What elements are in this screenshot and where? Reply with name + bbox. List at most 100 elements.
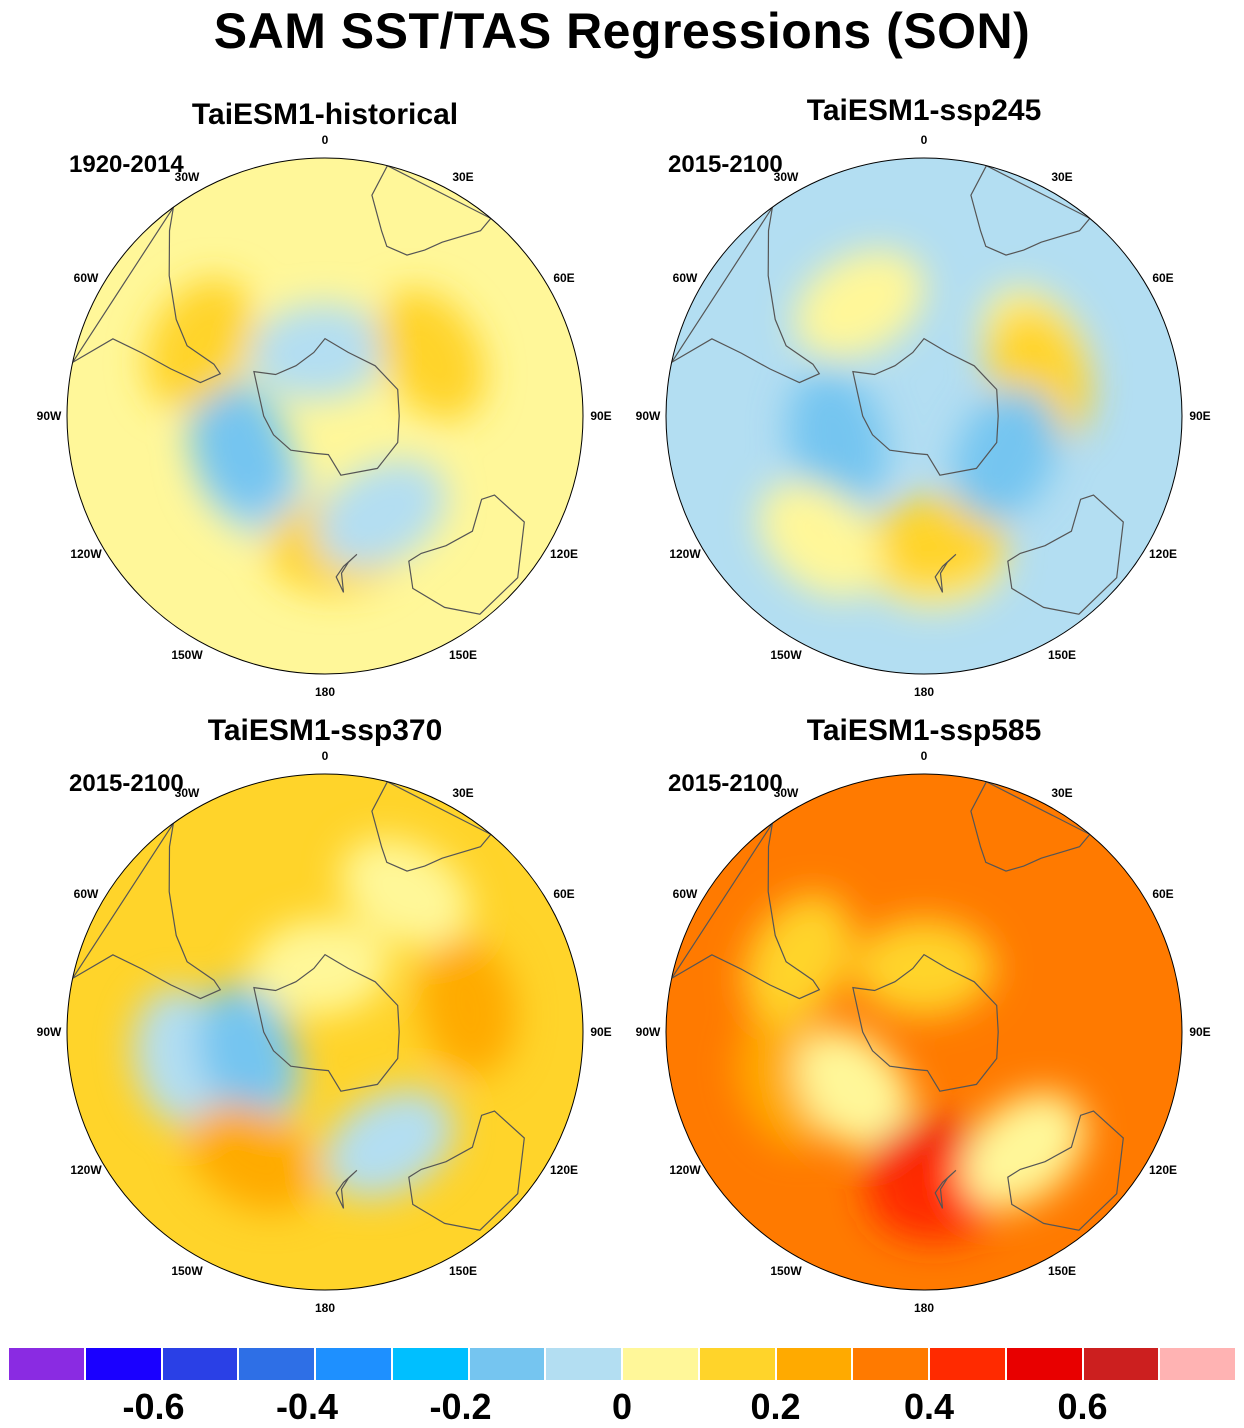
longitude-label: 90E	[1189, 1025, 1210, 1039]
longitude-label: 150E	[449, 1264, 477, 1278]
longitude-label: 30W	[175, 786, 200, 800]
longitude-label: 60W	[673, 887, 698, 901]
map-panel-ssp245: TaiESM1-ssp245 2015-2100 0 30E 60E 90E 120E 1…	[624, 94, 1224, 699]
colorbar-segment	[545, 1347, 622, 1381]
new-zealand-coastline	[934, 1169, 957, 1209]
longitude-label: 120W	[669, 547, 701, 561]
longitude-label: 60W	[673, 271, 698, 285]
longitude-label: 0	[921, 749, 928, 763]
colorbar-segment	[929, 1347, 1006, 1381]
anomaly-region	[953, 387, 1059, 521]
map-border	[66, 773, 584, 1291]
anomaly-region	[787, 370, 887, 509]
polar-map: 0 30E 60E 90E 120E 150E 180 150W 120W 90W 60W 30W	[636, 133, 1211, 699]
longitude-label: 150E	[449, 648, 477, 662]
longitude-label: 30W	[774, 170, 799, 184]
colorbar-tick-label: -0.6	[122, 1386, 185, 1427]
map-border	[665, 773, 1183, 1291]
anomaly-region	[376, 289, 486, 420]
longitude-label: 150W	[770, 648, 802, 662]
colorbar-segment	[315, 1347, 392, 1381]
longitude-label: 150W	[171, 1264, 203, 1278]
map-border	[665, 157, 1183, 675]
colorbar-tick-label: -0.2	[429, 1386, 492, 1427]
period-label: 2015-2100	[668, 151, 783, 178]
colorbar-segment	[622, 1347, 699, 1381]
longitude-label: 180	[315, 685, 335, 699]
colorbar-segment	[8, 1347, 85, 1381]
anomaly-region	[189, 379, 292, 515]
longitude-label: 180	[315, 1301, 335, 1315]
australia-coastline	[408, 1110, 525, 1231]
anomaly-region	[743, 894, 853, 1025]
period-label: 2015-2100	[69, 770, 184, 797]
anomaly-region	[249, 919, 390, 1016]
longitude-label: 150W	[171, 648, 203, 662]
longitude-label: 120W	[669, 1163, 701, 1177]
longitude-label: 120W	[70, 547, 102, 561]
anomaly-region	[961, 1092, 1086, 1209]
longitude-label: 0	[921, 133, 928, 147]
figure-title: SAM SST/TAS Regressions (SON)	[213, 3, 1031, 59]
polar-map: 0 30E 60E 90E 120E 150E 180 150W 120W 90W 60W 30W	[37, 749, 612, 1315]
africa-coastline	[970, 164, 1091, 256]
africa-coastline	[970, 780, 1091, 872]
new-zealand-coastline	[335, 1169, 358, 1209]
longitude-label: 120E	[550, 1163, 578, 1177]
anomaly-region	[796, 1028, 913, 1152]
longitude-label: 30E	[1051, 786, 1072, 800]
colorbar	[8, 1347, 1236, 1381]
australia-coastline	[1007, 494, 1124, 615]
longitude-label: 90W	[37, 409, 62, 423]
longitude-label: 120E	[550, 547, 578, 561]
longitude-label: 90E	[590, 409, 611, 423]
period-label: 1920-2014	[69, 151, 184, 178]
anomaly-region	[249, 303, 390, 400]
australia-coastline	[1007, 1110, 1124, 1231]
colorbar-labels: -0.6 -0.4 -0.2 0 0.2 0.4 0.6	[0, 1386, 1244, 1428]
longitude-label: 60E	[1152, 271, 1173, 285]
longitude-label: 180	[914, 1301, 934, 1315]
colorbar-tick-label: -0.4	[275, 1386, 339, 1427]
anomaly-region	[144, 278, 254, 409]
colorbar-segment	[161, 1347, 239, 1381]
map-border	[66, 157, 584, 675]
south-america-coastline	[72, 206, 222, 384]
longitude-label: 90W	[37, 1025, 62, 1039]
panel-title: TaiESM1-ssp370	[207, 714, 443, 747]
panel-title: TaiESM1-ssp585	[806, 714, 1042, 747]
longitude-label: 90W	[636, 409, 661, 423]
new-zealand-coastline	[335, 553, 358, 593]
longitude-label: 60E	[1152, 887, 1173, 901]
longitude-label: 90W	[636, 1025, 661, 1039]
polar-map: 0 30E 60E 90E 120E 150E 180 150W 120W 90W 60W 30W	[636, 749, 1211, 1315]
antarctica-coastline	[852, 953, 999, 1092]
australia-coastline	[408, 494, 525, 615]
colorbar-segment	[238, 1347, 315, 1381]
new-zealand-coastline	[934, 553, 957, 593]
longitude-label: 0	[322, 749, 329, 763]
longitude-label: 120E	[1149, 547, 1177, 561]
colorbar-segment	[698, 1347, 776, 1381]
africa-coastline	[371, 780, 492, 872]
longitude-label: 120E	[1149, 1163, 1177, 1177]
panel-title: TaiESM1-historical	[191, 98, 459, 131]
longitude-label: 120W	[70, 1163, 102, 1177]
longitude-label: 60W	[74, 887, 99, 901]
colorbar-segment	[391, 1347, 469, 1381]
south-america-coastline	[72, 822, 222, 1000]
longitude-label: 0	[322, 133, 329, 147]
colorbar-tick-label: 0.6	[1057, 1386, 1108, 1427]
longitude-label: 30E	[1051, 170, 1072, 184]
panel-title: TaiESM1-ssp245	[806, 94, 1042, 127]
anomaly-region	[758, 481, 883, 598]
longitude-label: 90E	[1189, 409, 1210, 423]
longitude-label: 60W	[74, 271, 99, 285]
colorbar-tick-label: 0.4	[903, 1386, 955, 1427]
period-label: 2015-2100	[668, 770, 783, 797]
longitude-label: 150E	[1048, 1264, 1076, 1278]
colorbar-segment	[852, 1347, 929, 1381]
anomaly-region	[865, 496, 1006, 593]
longitude-label: 30E	[452, 170, 473, 184]
map-background	[67, 158, 583, 674]
